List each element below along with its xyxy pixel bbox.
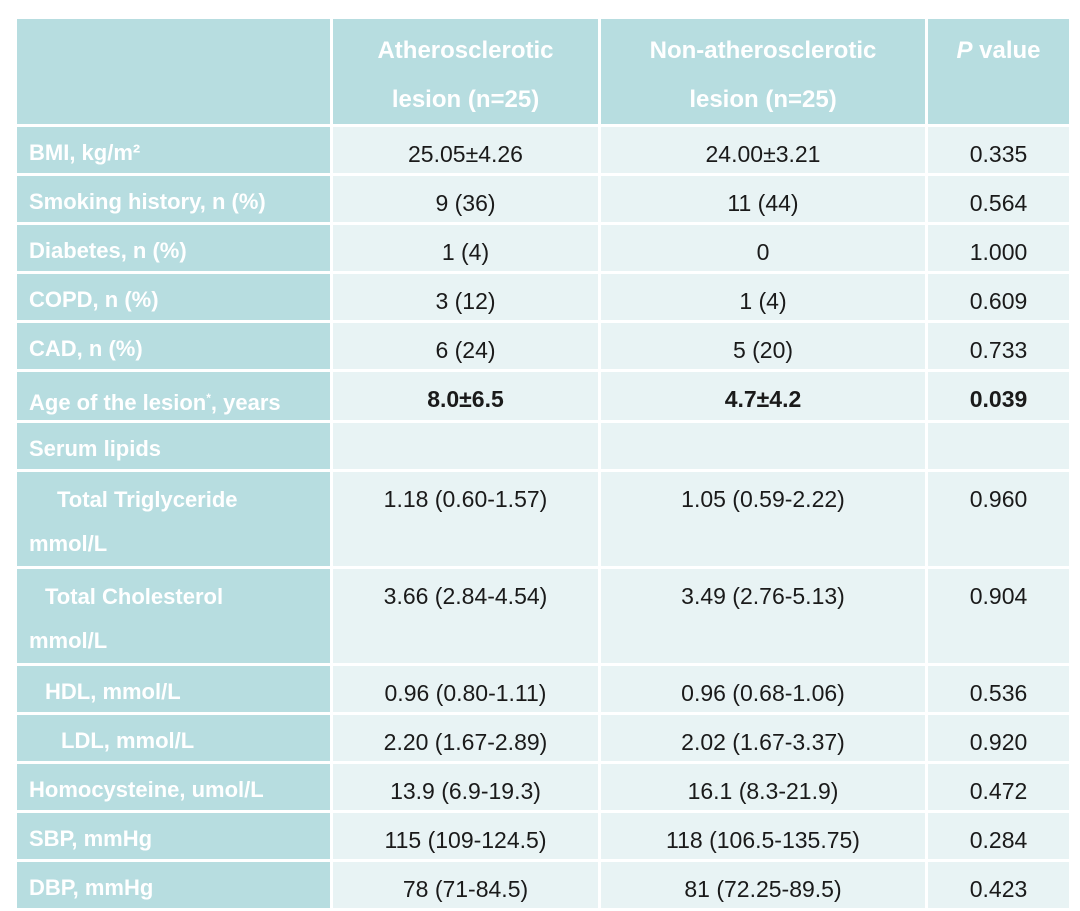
- header-p-value-suffix: value: [972, 37, 1041, 64]
- cell-non-atherosclerotic: 16.1 (8.3-21.9): [601, 764, 925, 810]
- cell-atherosclerotic: 3 (12): [333, 274, 598, 320]
- row-label-age-of-lesion: Age of the lesion*, years: [17, 372, 330, 420]
- cell-non-atherosclerotic: 2.02 (1.67-3.37): [601, 715, 925, 761]
- cell-p-value: [928, 423, 1069, 469]
- cell-non-atherosclerotic: 24.00±3.21: [601, 127, 925, 173]
- table-row: Homocysteine, umol/L 13.9 (6.9-19.3) 16.…: [17, 764, 1069, 810]
- header-atherosclerotic: Atherosclerotic lesion (n=25): [333, 19, 598, 124]
- header-p-value: P value: [928, 19, 1069, 124]
- cell-atherosclerotic: 0.96 (0.80-1.11): [333, 666, 598, 712]
- cell-p-value: 1.000: [928, 225, 1069, 271]
- table-row: Total Triglyceride mmol/L 1.18 (0.60-1.57…: [17, 472, 1069, 566]
- baseline-characteristics-table: Atherosclerotic lesion (n=25) Non-athero…: [14, 16, 1072, 911]
- header-non-atherosclerotic-line2: lesion (n=25): [689, 86, 837, 113]
- row-label-ldl: LDL, mmol/L: [17, 715, 330, 761]
- row-label-sbp: SBP, mmHg: [17, 813, 330, 859]
- cell-p-value: 0.904: [928, 569, 1069, 663]
- cell-atherosclerotic: 9 (36): [333, 176, 598, 222]
- row-label-smoking: Smoking history, n (%): [17, 176, 330, 222]
- header-atherosclerotic-line2: lesion (n=25): [391, 86, 540, 113]
- row-label-copd: COPD, n (%): [17, 274, 330, 320]
- cell-atherosclerotic: 1 (4): [333, 225, 598, 271]
- header-non-atherosclerotic-line1: Non-atherosclerotic: [649, 37, 877, 64]
- cell-atherosclerotic: [333, 423, 598, 469]
- cell-p-value: 0.335: [928, 127, 1069, 173]
- header-atherosclerotic-line1: Atherosclerotic: [377, 37, 554, 64]
- table-row: BMI, kg/m² 25.05±4.26 24.00±3.21 0.335: [17, 127, 1069, 173]
- table-row: HDL, mmol/L 0.96 (0.80-1.11) 0.96 (0.68-…: [17, 666, 1069, 712]
- cell-p-value: 0.609: [928, 274, 1069, 320]
- header-non-atherosclerotic: Non-atherosclerotic lesion (n=25): [601, 19, 925, 124]
- table-row: SBP, mmHg 115 (109-124.5) 118 (106.5-135…: [17, 813, 1069, 859]
- cell-p-value: 0.423: [928, 862, 1069, 908]
- table-row: CAD, n (%) 6 (24) 5 (20) 0.733: [17, 323, 1069, 369]
- cell-atherosclerotic: 3.66 (2.84-4.54): [333, 569, 598, 663]
- cell-non-atherosclerotic: 5 (20): [601, 323, 925, 369]
- cell-non-atherosclerotic: 118 (106.5-135.75): [601, 813, 925, 859]
- cell-atherosclerotic: 8.0±6.5: [333, 372, 598, 420]
- header-p-letter: P: [956, 37, 973, 64]
- cell-atherosclerotic: 6 (24): [333, 323, 598, 369]
- cell-p-value: 0.960: [928, 472, 1069, 566]
- row-label-total-triglyceride: Total Triglyceride mmol/L: [17, 472, 330, 566]
- cell-atherosclerotic: 13.9 (6.9-19.3): [333, 764, 598, 810]
- cell-non-atherosclerotic: 4.7±4.2: [601, 372, 925, 420]
- table-row: LDL, mmol/L 2.20 (1.67-2.89) 2.02 (1.67-…: [17, 715, 1069, 761]
- table-row: COPD, n (%) 3 (12) 1 (4) 0.609: [17, 274, 1069, 320]
- cell-non-atherosclerotic: 0: [601, 225, 925, 271]
- cell-atherosclerotic: 25.05±4.26: [333, 127, 598, 173]
- data-table-container: Atherosclerotic lesion (n=25) Non-athero…: [14, 16, 1069, 911]
- cell-p-value: 0.039: [928, 372, 1069, 420]
- cell-non-atherosclerotic: 3.49 (2.76-5.13): [601, 569, 925, 663]
- cell-p-value: 0.472: [928, 764, 1069, 810]
- footnote-marker: *: [206, 391, 211, 405]
- row-label-hdl: HDL, mmol/L: [17, 666, 330, 712]
- table-row: Smoking history, n (%) 9 (36) 11 (44) 0.…: [17, 176, 1069, 222]
- label-line2: mmol/L: [29, 531, 108, 556]
- row-label-cad: CAD, n (%): [17, 323, 330, 369]
- label-line1: Total Cholesterol: [45, 584, 224, 609]
- table-row: Diabetes, n (%) 1 (4) 0 1.000: [17, 225, 1069, 271]
- header-corner-cell: [17, 19, 330, 124]
- table-row: Total Cholesterol mmol/L 3.66 (2.84-4.54)…: [17, 569, 1069, 663]
- cell-non-atherosclerotic: 81 (72.25-89.5): [601, 862, 925, 908]
- row-label-homocysteine: Homocysteine, umol/L: [17, 764, 330, 810]
- row-label-total-cholesterol: Total Cholesterol mmol/L: [17, 569, 330, 663]
- cell-atherosclerotic: 2.20 (1.67-2.89): [333, 715, 598, 761]
- cell-non-atherosclerotic: [601, 423, 925, 469]
- age-label-text: Age of the lesion: [29, 390, 207, 415]
- header-row: Atherosclerotic lesion (n=25) Non-athero…: [17, 19, 1069, 124]
- cell-atherosclerotic: 78 (71-84.5): [333, 862, 598, 908]
- cell-non-atherosclerotic: 1.05 (0.59-2.22): [601, 472, 925, 566]
- cell-p-value: 0.536: [928, 666, 1069, 712]
- cell-non-atherosclerotic: 1 (4): [601, 274, 925, 320]
- label-line2: mmol/L: [29, 628, 108, 653]
- table-row: Age of the lesion*, years 8.0±6.5 4.7±4.…: [17, 372, 1069, 420]
- cell-p-value: 0.920: [928, 715, 1069, 761]
- label-line1: Total Triglyceride: [57, 487, 238, 512]
- cell-atherosclerotic: 115 (109-124.5): [333, 813, 598, 859]
- row-label-dbp: DBP, mmHg: [17, 862, 330, 908]
- table-row: DBP, mmHg 78 (71-84.5) 81 (72.25-89.5) 0…: [17, 862, 1069, 908]
- cell-atherosclerotic: 1.18 (0.60-1.57): [333, 472, 598, 566]
- cell-non-atherosclerotic: 0.96 (0.68-1.06): [601, 666, 925, 712]
- cell-p-value: 0.284: [928, 813, 1069, 859]
- age-label-unit: , years: [210, 390, 281, 415]
- cell-non-atherosclerotic: 11 (44): [601, 176, 925, 222]
- table-row-section: Serum lipids: [17, 423, 1069, 469]
- cell-p-value: 0.564: [928, 176, 1069, 222]
- row-label-serum-lipids: Serum lipids: [17, 423, 330, 469]
- cell-p-value: 0.733: [928, 323, 1069, 369]
- row-label-bmi: BMI, kg/m²: [17, 127, 330, 173]
- row-label-diabetes: Diabetes, n (%): [17, 225, 330, 271]
